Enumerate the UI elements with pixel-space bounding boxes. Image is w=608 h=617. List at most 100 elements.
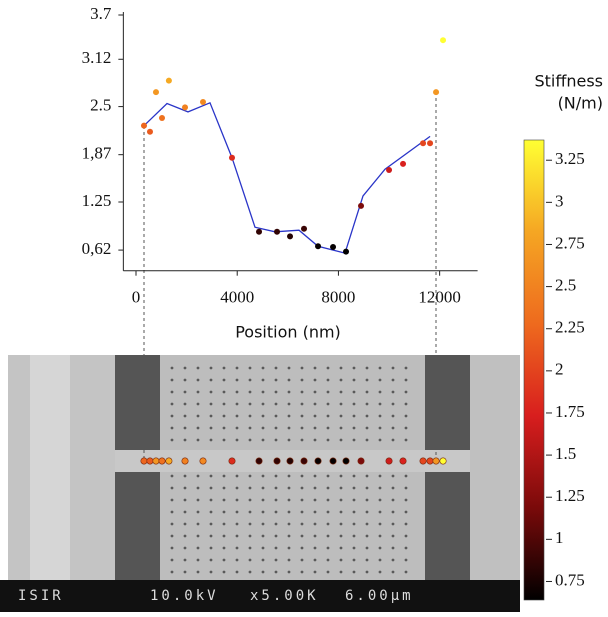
sem-point	[165, 457, 173, 465]
sem-hole	[378, 414, 382, 418]
sem-hole	[326, 402, 330, 406]
sem-hole	[300, 378, 304, 382]
sem-hole	[261, 402, 265, 406]
sem-hole	[404, 414, 408, 418]
sem-hole	[209, 486, 213, 490]
sem-hole	[300, 534, 304, 538]
sem-hole	[235, 474, 239, 478]
sem-hole	[183, 426, 187, 430]
x-tick-label: 0	[132, 288, 141, 307]
sem-hole	[170, 534, 174, 538]
data-point	[200, 99, 207, 106]
sem-hole	[235, 558, 239, 562]
sem-hole	[196, 366, 200, 370]
sem-hole	[404, 570, 408, 574]
sem-point	[426, 457, 434, 465]
sem-hole	[300, 414, 304, 418]
colorbar-tick-label: 2.25	[555, 318, 585, 337]
sem-hole	[365, 378, 369, 382]
sem-hole	[339, 474, 343, 478]
sem-hole	[183, 366, 187, 370]
colorbar-tick-label: 1.75	[555, 402, 585, 421]
sem-hole	[352, 546, 356, 550]
sem-hole	[378, 522, 382, 526]
sem-hole	[339, 486, 343, 490]
sem-point	[273, 457, 281, 465]
sem-hole	[365, 426, 369, 430]
sem-hole	[274, 546, 278, 550]
sem-trench	[115, 355, 160, 450]
sem-hole	[248, 510, 252, 514]
sem-hole	[339, 426, 343, 430]
colorbar-title: (N/m)	[558, 94, 603, 113]
sem-hole	[274, 378, 278, 382]
sem-hole	[404, 486, 408, 490]
sem-hole	[365, 558, 369, 562]
sem-hole	[196, 546, 200, 550]
sem-hole	[170, 570, 174, 574]
sem-hole	[391, 522, 395, 526]
sem-hole	[170, 546, 174, 550]
sem-hole	[209, 570, 213, 574]
sem-hole	[378, 534, 382, 538]
sem-hole	[300, 390, 304, 394]
sem-hole	[287, 558, 291, 562]
sem-hole	[235, 498, 239, 502]
sem-hole	[300, 426, 304, 430]
y-tick-label: 0,62	[82, 239, 112, 258]
sem-hole	[183, 486, 187, 490]
sem-hole	[313, 558, 317, 562]
sem-hole	[404, 438, 408, 442]
data-point	[140, 122, 147, 129]
sem-scale: 6.00µm	[345, 588, 414, 604]
sem-hole	[339, 390, 343, 394]
sem-hole	[235, 402, 239, 406]
sem-hole	[352, 390, 356, 394]
x-tick-label: 12000	[418, 288, 461, 307]
sem-point	[140, 457, 148, 465]
sem-hole	[313, 498, 317, 502]
sem-hole	[235, 366, 239, 370]
sem-label: ISIR	[18, 588, 64, 604]
sem-hole	[313, 570, 317, 574]
sem-hole	[365, 510, 369, 514]
sem-hole	[209, 402, 213, 406]
sem-hole	[274, 390, 278, 394]
y-tick-label: 1,87	[82, 144, 112, 163]
sem-hole	[248, 402, 252, 406]
sem-point	[152, 457, 160, 465]
sem-hole	[222, 522, 226, 526]
sem-hole	[378, 426, 382, 430]
sem-hole	[183, 414, 187, 418]
sem-hole	[404, 534, 408, 538]
sem-hole	[261, 426, 265, 430]
sem-point	[146, 457, 154, 465]
colorbar-tick-label: 1.25	[555, 486, 585, 505]
sem-hole	[248, 390, 252, 394]
sem-hole	[222, 390, 226, 394]
colorbar-tick-label: 2	[555, 360, 564, 379]
sem-hole	[313, 510, 317, 514]
sem-hole	[170, 522, 174, 526]
sem-hole	[378, 546, 382, 550]
sem-hole	[274, 558, 278, 562]
sem-hole	[339, 558, 343, 562]
sem-hole	[339, 522, 343, 526]
sem-point	[432, 457, 440, 465]
sem-hole	[404, 522, 408, 526]
sem-hole	[339, 546, 343, 550]
sem-hole	[248, 378, 252, 382]
sem-hole	[261, 558, 265, 562]
sem-point	[300, 457, 308, 465]
sem-hole	[300, 366, 304, 370]
sem-hole	[352, 498, 356, 502]
sem-hole	[391, 378, 395, 382]
sem-hole	[209, 390, 213, 394]
y-tick-label: 3.12	[82, 48, 112, 67]
sem-hole	[183, 510, 187, 514]
sem-hole	[365, 366, 369, 370]
sem-hole	[196, 522, 200, 526]
y-tick-label: 1.25	[82, 191, 112, 210]
sem-hole	[313, 438, 317, 442]
